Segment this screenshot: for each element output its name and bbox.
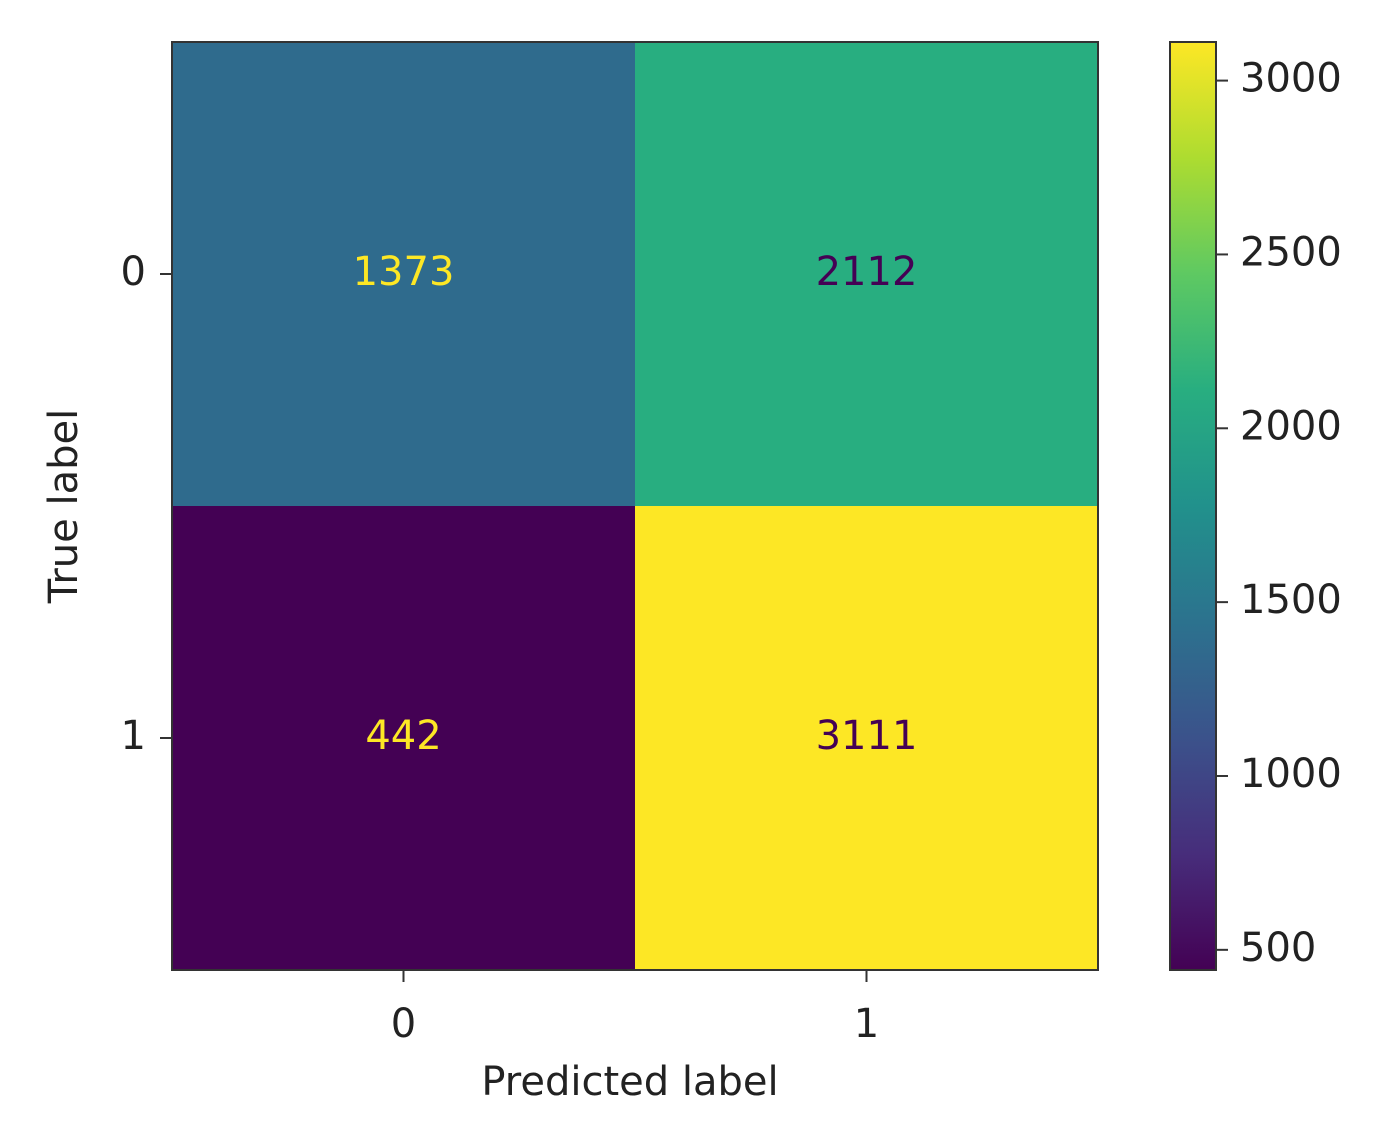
colorbar-tick-label: 500 (1240, 925, 1316, 971)
colorbar-tick-label: 1000 (1240, 751, 1342, 797)
plot-frame (171, 41, 1099, 971)
colorbar (1169, 41, 1217, 971)
colorbar-tick-label: 3000 (1240, 56, 1342, 102)
heatmap-cell (635, 506, 1098, 970)
colorbar-tick-label: 2000 (1240, 403, 1342, 449)
colorbar-tick-label: 1500 (1240, 577, 1342, 623)
cell-label: 2112 (816, 249, 918, 295)
cell-label: 442 (365, 713, 441, 759)
y-axis-label: True label (41, 409, 87, 604)
heatmap-cell (635, 42, 1098, 506)
cell-label: 1373 (353, 249, 455, 295)
x-tick-label: 0 (391, 1001, 416, 1047)
heatmap-cell (172, 42, 635, 506)
heatmap-cell (172, 506, 635, 970)
y-tick-label: 1 (121, 713, 146, 759)
cell-label: 3111 (816, 713, 918, 759)
x-tick-label: 1 (854, 1001, 879, 1047)
y-tick-label: 0 (121, 249, 146, 295)
colorbar-tick-label: 2500 (1240, 229, 1342, 275)
x-axis-label: Predicted label (481, 1059, 778, 1105)
